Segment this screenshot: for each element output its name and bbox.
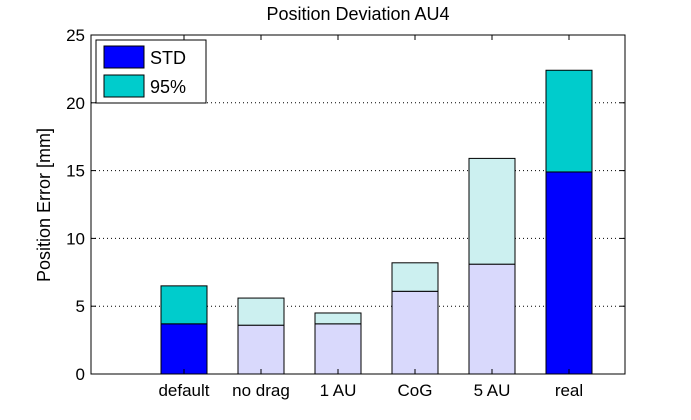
- legend: STD 95%: [95, 39, 207, 104]
- bar-p95-3: [391, 262, 439, 292]
- bar-p95-1: [237, 297, 285, 326]
- y-axis-label: Position Error [mm]: [34, 128, 54, 282]
- y-axis: 0 5 10 15 20 25: [66, 26, 625, 384]
- x-tick-label: 5 AU: [474, 381, 511, 400]
- x-tick-label: default: [158, 381, 209, 400]
- bar-p95-0: [160, 285, 208, 325]
- x-tick-label: real: [555, 381, 583, 400]
- y-tick-label: 20: [66, 94, 85, 113]
- bar-std-0: [160, 323, 208, 375]
- bar-p95-2: [314, 312, 362, 325]
- bar-std-2: [314, 323, 362, 375]
- bar-p95-4: [468, 157, 516, 265]
- grid-lines: [91, 102, 625, 307]
- plot-frame: [90, 34, 626, 375]
- bar-std-1: [237, 324, 285, 375]
- chart-title: Position Deviation AU4: [266, 4, 449, 24]
- bar-std-3: [391, 290, 439, 375]
- x-tick-label: CoG: [398, 381, 433, 400]
- legend-swatch-95: [103, 74, 145, 98]
- bars: [160, 69, 593, 375]
- legend-label-95: 95%: [150, 77, 186, 97]
- y-tick-label: 10: [66, 229, 85, 248]
- bar-std-5: [545, 171, 593, 375]
- y-tick-label: 0: [76, 365, 85, 384]
- legend-swatch-std: [103, 45, 145, 69]
- y-tick-label: 5: [76, 297, 85, 316]
- y-tick-label: 15: [66, 162, 85, 181]
- bar-std-4: [468, 263, 516, 375]
- x-axis: default no drag 1 AU CoG 5 AU real: [158, 35, 583, 400]
- x-tick-label: 1 AU: [320, 381, 357, 400]
- legend-label-std: STD: [150, 48, 186, 68]
- bar-p95-5: [545, 69, 593, 173]
- x-tick-label: no drag: [232, 381, 290, 400]
- y-tick-label: 25: [66, 26, 85, 45]
